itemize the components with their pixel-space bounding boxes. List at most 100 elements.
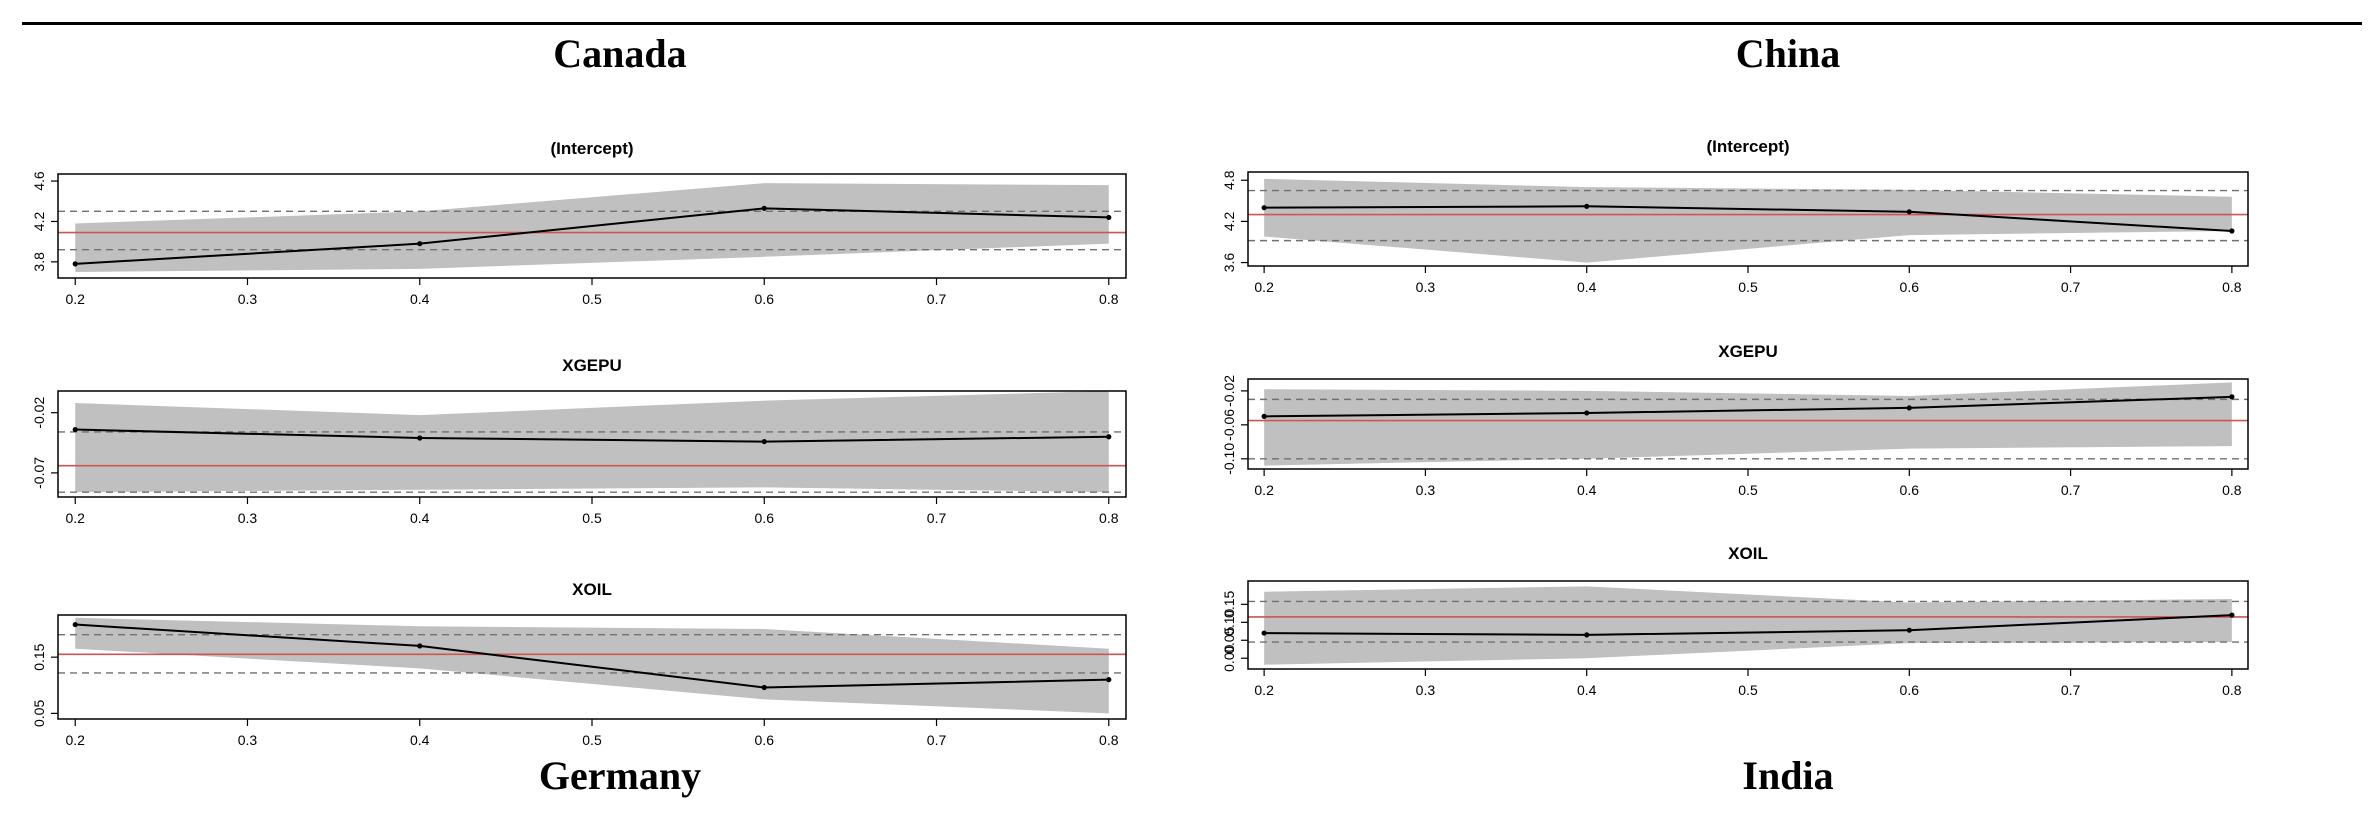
- china-xoil-confidence-band: [1264, 586, 2232, 665]
- china-xoil-ytick-label-2: 0.10: [1221, 608, 1237, 635]
- canada-xgepu-point-3: [1106, 434, 1112, 440]
- china-xgepu-ytick-label-0: -0.10: [1221, 443, 1237, 475]
- china-xgepu-xtick-label-5: 0.7: [2061, 482, 2081, 498]
- china-intercept-panel: (Intercept) 0.2 0.3 0.4 0.5 0.6 0.7 0.8 3.6 4.2 4.…: [1221, 137, 2249, 295]
- china-xgepu-point-0: [1261, 413, 1267, 419]
- canada-xgepu-plot-area: [58, 391, 1126, 493]
- china-intercept-xtick-label-2: 0.4: [1577, 279, 1597, 295]
- china-xgepu-xtick-label-2: 0.4: [1577, 482, 1597, 498]
- china-xoil-xtick-label-1: 0.3: [1416, 682, 1436, 698]
- canada-xoil-xtick-label-5: 0.7: [927, 732, 947, 748]
- canada-xgepu-xtick-label-4: 0.6: [755, 510, 775, 526]
- canada-intercept-plot-area: [58, 183, 1126, 272]
- china-xoil-point-0: [1261, 630, 1267, 636]
- china-xoil-xtick-label-0: 0.2: [1254, 682, 1274, 698]
- canada-xgepu-xtick-label-2: 0.4: [410, 510, 430, 526]
- china-intercept-plot-area: [1248, 178, 2248, 263]
- canada-xoil-point-3: [1106, 677, 1112, 683]
- canada-intercept-point-2: [761, 205, 767, 211]
- canada-xoil-plot-area: [58, 617, 1126, 714]
- china-xoil-point-1: [1584, 632, 1590, 638]
- china-xoil-xtick-label-3: 0.5: [1738, 682, 1758, 698]
- canada-intercept-point-3: [1106, 214, 1112, 221]
- china-xgepu-point-3: [2229, 394, 2235, 400]
- canada-xoil-point-1: [417, 643, 423, 649]
- canada-xoil-ytick-label-0: 0.05: [31, 700, 47, 727]
- china-xgepu-xtick-label-6: 0.8: [2222, 482, 2242, 498]
- china-intercept-point-1: [1584, 203, 1590, 209]
- canada-xoil-xtick-label-1: 0.3: [238, 732, 258, 748]
- china-xoil-plot-area: [1248, 586, 2248, 665]
- china-intercept-ytick-label-1: 4.2: [1221, 211, 1237, 231]
- china-xgepu-xtick-label-3: 0.5: [1738, 482, 1758, 498]
- china-xgepu-plot-area: [1248, 382, 2248, 466]
- china-xgepu-xtick-label-4: 0.6: [1900, 482, 1920, 498]
- canada-intercept-point-0: [72, 261, 78, 267]
- country-title-china: China: [1735, 31, 1841, 76]
- china-xgepu-ytick-label-1: -0.06: [1221, 409, 1237, 441]
- canada-xoil-panel: XOIL 0.2 0.3 0.4 0.5 0.6 0.7 0.8 0.05 0.15: [31, 580, 1127, 748]
- china-xgepu-point-2: [1906, 405, 1912, 411]
- canada-xgepu-title: XGEPU: [562, 356, 622, 375]
- china-intercept-xtick-label-4: 0.6: [1900, 279, 1920, 295]
- canada-xgepu-xtick-label-5: 0.7: [927, 510, 947, 526]
- china-intercept-point-0: [1261, 205, 1267, 211]
- canada-xgepu-point-1: [417, 435, 423, 441]
- canada-xoil-confidence-band: [75, 617, 1109, 714]
- canada-intercept-ytick-label-2: 4.6: [31, 171, 47, 191]
- canada-intercept-ytick-label-1: 4.2: [31, 212, 47, 232]
- china-xoil-point-2: [1906, 627, 1912, 633]
- china-xoil-ytick-label-3: 0.15: [1221, 591, 1237, 618]
- china-intercept-ytick-label-0: 3.6: [1221, 253, 1237, 273]
- canada-intercept-xtick-label-0: 0.2: [65, 291, 85, 307]
- china-intercept-xtick-label-0: 0.2: [1254, 279, 1274, 295]
- canada-xgepu-xtick-label-1: 0.3: [238, 510, 258, 526]
- canada-xgepu-ytick-label-0: -0.07: [31, 457, 47, 489]
- canada-intercept-xtick-label-2: 0.4: [410, 291, 430, 307]
- china-intercept-ytick-label-2: 4.8: [1221, 170, 1237, 190]
- canada-xgepu-point-2: [761, 438, 767, 445]
- china-xoil-ytick-label-0: 0.00: [1221, 644, 1237, 671]
- canada-xgepu-xtick-label-0: 0.2: [65, 510, 85, 526]
- china-intercept-title: (Intercept): [1706, 137, 1789, 156]
- china-intercept-xtick-label-1: 0.3: [1416, 279, 1436, 295]
- canada-intercept-xtick-label-4: 0.6: [755, 291, 775, 307]
- china-xoil-xtick-label-4: 0.6: [1900, 682, 1920, 698]
- canada-intercept-xtick-label-6: 0.8: [1099, 291, 1119, 307]
- china-xoil-xtick-label-2: 0.4: [1577, 682, 1597, 698]
- canada-xoil-estimate-line: [75, 623, 1109, 689]
- china-xoil-point-3: [2229, 612, 2235, 618]
- canada-intercept-xtick-label-3: 0.5: [582, 291, 602, 307]
- china-xgepu-ytick-label-2: -0.02: [1221, 375, 1237, 407]
- canada-xoil-point-2: [761, 684, 767, 691]
- canada-intercept-ytick-label-0: 3.8: [31, 252, 47, 272]
- top-rule: [22, 22, 2362, 25]
- canada-xoil-point-0: [72, 621, 78, 628]
- canada-xoil-ytick-label-1: 0.15: [31, 643, 47, 670]
- china-intercept-xtick-label-6: 0.8: [2222, 279, 2242, 295]
- canada-intercept-panel: (Intercept) 0.2 0.3 0.4 0.5 0.6 0.7 0.8 3.8 4.2 4.…: [31, 139, 1127, 307]
- china-intercept-point-2: [1906, 209, 1912, 215]
- canada-intercept-xtick-label-1: 0.3: [238, 291, 258, 307]
- canada-xoil-xtick-label-4: 0.6: [755, 732, 775, 748]
- china-xgepu-panel: XGEPU 0.2 0.3 0.4 0.5 0.6 0.7 0.8 -0.10 -0.06 -0.0…: [1221, 342, 2249, 498]
- canada-intercept-estimate-line: [75, 207, 1109, 265]
- canada-xoil-xtick-label-2: 0.4: [410, 732, 430, 748]
- china-intercept-xtick-label-3: 0.5: [1738, 279, 1758, 295]
- canada-xgepu-ytick-label-1: -0.02: [31, 397, 47, 429]
- china-xgepu-estimate-line: [1264, 395, 2232, 418]
- canada-intercept-xtick-label-5: 0.7: [927, 291, 947, 307]
- china-xgepu-point-1: [1584, 410, 1590, 416]
- country-title-canada: Canada: [553, 31, 687, 76]
- china-xoil-title: XOIL: [1728, 544, 1768, 563]
- canada-xoil-xtick-label-0: 0.2: [65, 732, 85, 748]
- canada-xoil-xtick-label-6: 0.8: [1099, 732, 1119, 748]
- china-xgepu-confidence-band: [1264, 382, 2232, 466]
- china-intercept-point-3: [2229, 228, 2235, 234]
- canada-xgepu-point-0: [72, 426, 78, 433]
- canada-xoil-title: XOIL: [572, 580, 612, 599]
- china-intercept-confidence-band: [1264, 178, 2232, 263]
- china-xgepu-title: XGEPU: [1718, 342, 1778, 361]
- china-xoil-xtick-label-6: 0.8: [2222, 682, 2242, 698]
